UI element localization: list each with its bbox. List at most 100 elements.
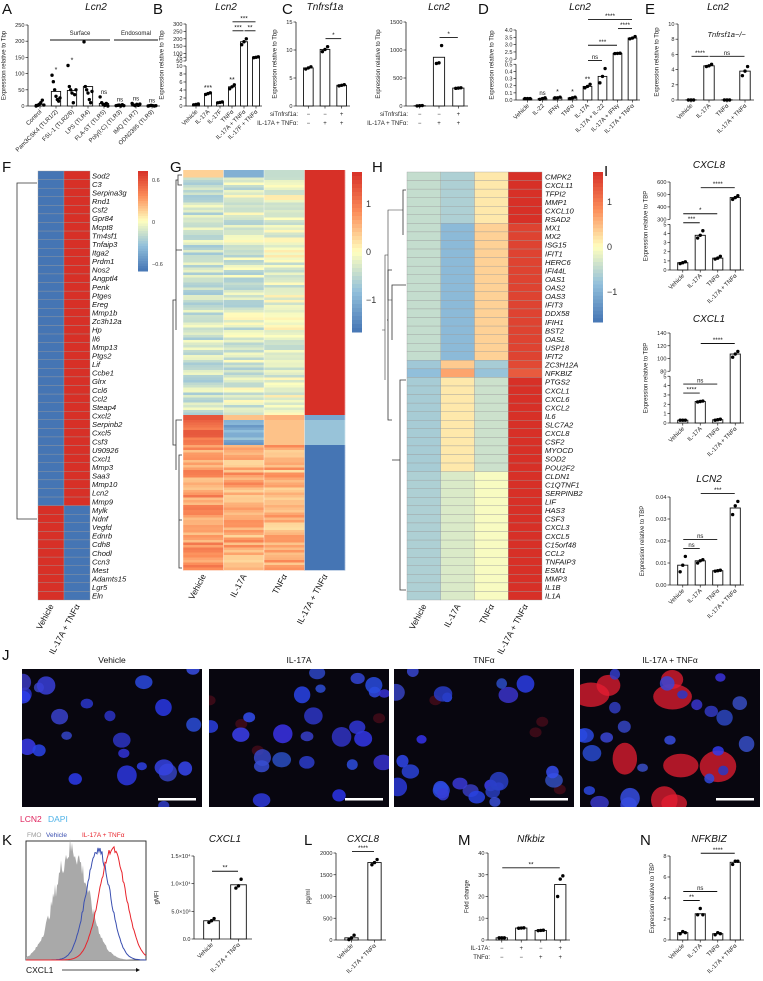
gene-label: PTGS2 (545, 378, 571, 387)
heatmap-cell (508, 591, 543, 601)
y-tick-label: 6 (663, 875, 666, 881)
heatmap-cell (223, 415, 265, 418)
heatmap-cell (264, 410, 305, 413)
heatmap-cell (304, 270, 346, 273)
data-point (570, 96, 575, 100)
heatmap-cell (37, 213, 65, 223)
heatmap-cell (264, 247, 305, 251)
data-point (230, 85, 234, 89)
gene-label: Ndnf (92, 514, 109, 523)
data-point (558, 877, 562, 881)
heatmap-cell (264, 495, 305, 498)
heatmap-cell (183, 395, 224, 398)
gene-label: CXCL6 (545, 395, 570, 404)
heatmap-cell (183, 370, 224, 373)
data-point (695, 400, 700, 404)
heatmap-cell (440, 445, 475, 455)
data-point (337, 84, 341, 88)
heatmap-cell (440, 548, 475, 558)
heatmap-cell (63, 368, 91, 378)
significance-label: * (71, 58, 74, 65)
data-point (618, 51, 622, 55)
gene-label: SOD2 (545, 455, 566, 464)
data-point (716, 256, 720, 260)
heatmap-cell (304, 310, 346, 313)
heatmap-cell (264, 517, 305, 521)
x-tick-label: Vehicle (668, 426, 686, 444)
heatmap-cell (183, 352, 224, 356)
heatmap-cell (440, 385, 475, 395)
heatmap-cell (474, 197, 509, 207)
heatmap-cell (304, 277, 346, 281)
heatmap-cell (440, 180, 475, 190)
colorbar-segment (352, 284, 362, 289)
y-tick-label: 0.4 (505, 69, 513, 75)
data-point (138, 102, 142, 106)
gene-label: Ccl6 (92, 386, 108, 395)
data-point (66, 63, 70, 68)
heatmap-cell (474, 462, 509, 472)
heatmap-cell (264, 342, 305, 346)
heatmap-cell (304, 227, 346, 231)
data-point (122, 103, 126, 108)
gene-label: Eln (92, 592, 103, 601)
data-point (208, 91, 213, 95)
heatmap-cell (183, 340, 224, 343)
heatmap-cell (223, 565, 265, 568)
heatmap-cell (440, 308, 475, 318)
heatmap-cell (508, 206, 543, 215)
lcn2-signal (529, 727, 542, 738)
heatmap-cell (223, 545, 265, 548)
gene-label: CXCL1 (545, 386, 569, 395)
dapi-nucleus (300, 731, 314, 742)
heatmap-cell (264, 430, 305, 433)
heatmap-cell (183, 547, 224, 551)
heatmap-cell (406, 437, 441, 447)
significance-label: * (571, 89, 574, 96)
heatmap-cell (304, 182, 346, 186)
heatmap-cell (223, 320, 265, 323)
y-tick-label: 0.02 (656, 539, 667, 545)
heatmap-cell (508, 428, 543, 438)
heatmap-cell (508, 308, 543, 318)
heatmap-cell (223, 525, 265, 528)
heatmap-cell (183, 480, 224, 483)
heatmap-cell (508, 479, 543, 489)
y-axis-label: Expression relative to Tbp (1, 30, 7, 100)
heatmap-cell (183, 192, 224, 196)
data-point (540, 96, 545, 101)
heatmap-cell (264, 492, 305, 496)
heatmap-cell (37, 428, 65, 438)
data-point (733, 195, 737, 200)
heatmap-cell (264, 187, 305, 191)
heatmap-cell (264, 347, 305, 351)
colorbar-tick-label: 0 (152, 220, 155, 226)
heatmap-cell (223, 297, 265, 301)
heatmap-cell (508, 248, 543, 258)
heatmap-cell (183, 322, 224, 326)
data-point (603, 66, 607, 71)
heatmap-cell (183, 282, 224, 286)
gene-label: C1QTNF1 (545, 480, 580, 489)
dapi-nucleus (243, 712, 256, 723)
y-tick-label: 0 (481, 938, 484, 944)
significance-label: ** (222, 865, 228, 872)
heatmap-cell (223, 515, 265, 518)
heatmap-cell (223, 532, 265, 536)
significance-label: ns (539, 91, 545, 97)
bar-chart-L-cxcl8: CXCL8pg/ml0500100015002000VehicleIL-17A … (306, 834, 386, 975)
dapi-nucleus (118, 748, 130, 758)
heatmap-cell (406, 445, 441, 455)
heatmap-cell (223, 465, 265, 468)
panel-letter-L: L (304, 832, 312, 849)
heatmap-cell (223, 530, 265, 533)
heatmap-cell (223, 370, 265, 373)
heatmap-cell (223, 267, 265, 271)
gene-label: IL1A (545, 592, 561, 601)
heatmap-cell (63, 205, 91, 215)
heatmap-cell (304, 450, 346, 453)
heatmap-cell (304, 215, 346, 218)
